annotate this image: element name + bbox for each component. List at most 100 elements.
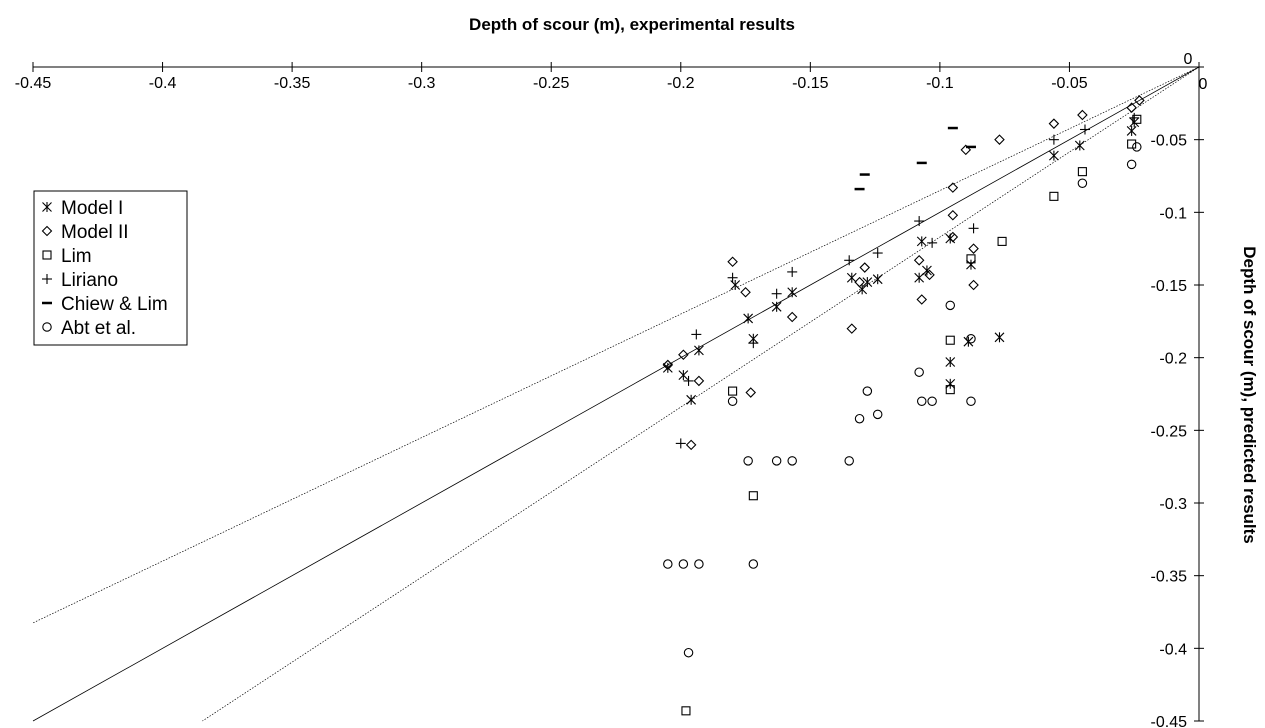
data-point [787, 287, 798, 298]
data-point [663, 559, 673, 569]
series-0 [662, 117, 1140, 405]
x-tick-label: -0.15 [792, 75, 829, 92]
legend-label: Model I [61, 198, 123, 219]
data-point [748, 338, 759, 349]
data-point [662, 362, 673, 373]
x-tick-label: -0.35 [274, 75, 311, 92]
data-point [1132, 142, 1142, 152]
data-point [1127, 139, 1137, 149]
data-point [748, 491, 758, 501]
data-point [678, 559, 689, 569]
data-point [727, 256, 738, 268]
data-point [966, 259, 976, 270]
data-point [743, 313, 754, 324]
data-point [683, 647, 694, 658]
x-tick-label: -0.4 [149, 75, 177, 92]
data-point [1049, 150, 1059, 161]
data-point [727, 272, 738, 283]
data-point [678, 349, 689, 361]
data-point [694, 345, 704, 356]
y-tick-label: -0.45 [1151, 714, 1188, 728]
data-point [1126, 102, 1137, 113]
y-tick-label: 0 [1199, 76, 1208, 93]
legend-marker [42, 322, 52, 332]
data-point [678, 370, 689, 381]
data-point [727, 396, 738, 407]
x-tick-label: -0.25 [533, 75, 570, 92]
data-point [854, 276, 865, 288]
data-point [913, 255, 925, 266]
series-5 [663, 142, 1142, 658]
legend-item: Lim [42, 246, 92, 267]
data-point [922, 265, 932, 276]
data-point [1077, 109, 1088, 121]
data-point [1074, 140, 1085, 151]
data-point [771, 288, 782, 299]
data-point [854, 413, 865, 424]
data-point [844, 255, 855, 266]
data-point [730, 280, 741, 290]
data-point [1129, 112, 1140, 123]
y-tick-label: -0.4 [1159, 641, 1187, 658]
data-point [862, 386, 873, 396]
legend-marker [42, 250, 52, 260]
series-3 [675, 112, 1140, 449]
x-tick-label: -0.45 [15, 75, 52, 92]
data-point [945, 300, 956, 311]
data-point [1079, 124, 1090, 135]
data-point [859, 262, 871, 273]
y-tick-label: -0.25 [1151, 423, 1188, 440]
data-point [745, 387, 757, 398]
data-point [1048, 134, 1059, 145]
y-tick-label: -0.35 [1151, 569, 1188, 586]
data-point [872, 409, 883, 420]
legend-item: Chiew & Lim [42, 294, 168, 315]
series-2 [681, 114, 1142, 716]
data-point [748, 559, 759, 569]
data-point [927, 396, 937, 407]
data-point [694, 559, 704, 569]
reference-line-1 [32, 66, 1200, 722]
data-point [916, 236, 927, 247]
data-point [945, 357, 956, 368]
data-point [968, 223, 979, 234]
data-point [786, 311, 798, 323]
x-tick-label: -0.1 [926, 75, 954, 92]
data-point [914, 272, 925, 283]
legend-item: Model II [41, 222, 129, 243]
data-point [1132, 114, 1142, 124]
x-tick-label: -0.3 [408, 75, 436, 92]
data-point [945, 385, 955, 395]
data-point [947, 182, 959, 193]
data-point [968, 243, 979, 254]
reference-line-3 [202, 66, 1200, 722]
data-point [846, 272, 857, 283]
data-point [1077, 178, 1088, 189]
data-point [960, 144, 972, 156]
data-point [945, 335, 955, 345]
data-point [994, 332, 1005, 343]
data-point [1126, 159, 1137, 170]
x-tick-label: 0 [1184, 51, 1193, 68]
reference-lines [32, 66, 1200, 722]
data-point [997, 236, 1007, 246]
data-point [681, 706, 691, 716]
data-point [966, 254, 976, 264]
reference-line-2 [32, 66, 1200, 624]
data-point [771, 456, 782, 466]
y-tick-label: -0.05 [1151, 133, 1188, 150]
data-point [1126, 125, 1137, 136]
data-point [787, 266, 798, 277]
y-tick-label: -0.1 [1159, 205, 1187, 222]
x-tick-label: -0.05 [1051, 75, 1088, 92]
data-point [675, 438, 686, 449]
legend-box [33, 190, 188, 346]
legend-item: Model I [42, 198, 123, 219]
series-1 [662, 95, 1145, 451]
data-point [966, 334, 976, 344]
data-point [728, 386, 738, 396]
data-point [693, 375, 705, 387]
data-point [846, 323, 858, 334]
data-point [966, 396, 976, 407]
legend-label: Abt et al. [61, 318, 136, 339]
